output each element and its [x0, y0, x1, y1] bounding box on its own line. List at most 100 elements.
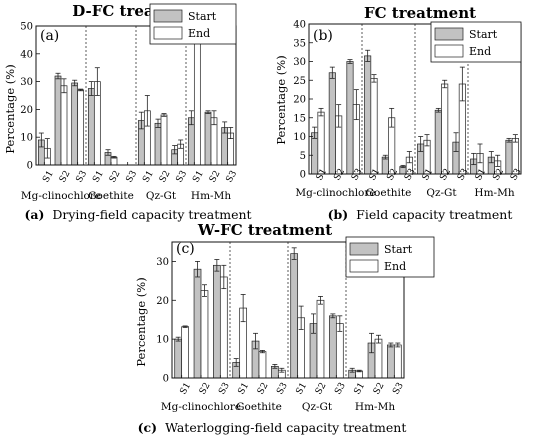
- panel-c-bar-start-0: [174, 338, 183, 379]
- panel-c-errorbar-start-11: [388, 342, 394, 348]
- panel-c-bar-end-4: [258, 351, 267, 379]
- panel-b-letter: (b): [313, 28, 333, 44]
- panel-b-errorbar-end-7: [442, 79, 448, 89]
- panel-a-xtick-label-7: S2: [158, 169, 173, 184]
- panel-c-xtick-label-0: S1: [179, 381, 194, 396]
- panel-a-group-label-1: Goethite: [88, 190, 134, 202]
- panel-b-bar-end-7: [441, 83, 449, 175]
- panel-b-bar-start-4: [381, 156, 389, 175]
- panel-c-bar-end-10: [374, 338, 383, 379]
- panel-c-errorbar-start-4: [253, 332, 259, 350]
- panel-a-errorbar-start-6: [138, 111, 144, 130]
- panel-c-xtick-label-11: S3: [391, 381, 406, 397]
- panel-a-caption-letter: (a): [24, 207, 44, 222]
- panel-b-errorbar-end-3: [371, 74, 377, 83]
- panel-c-xtick-label-2: S3: [217, 381, 232, 397]
- panel-c-errorbar-end-6: [298, 305, 304, 330]
- panel-a-errorbar-start-9: [188, 110, 194, 126]
- panel-a-caption: (a) Drying-field capacity treatment: [24, 207, 251, 222]
- panel-b-errorbar-start-3: [365, 49, 371, 62]
- panel-b-errorbar-start-0: [312, 126, 318, 139]
- panel-b-errorbar-start-1: [329, 66, 335, 79]
- panel-c-errorbar-end-4: [259, 350, 265, 354]
- panel-a-legend: Start End: [149, 3, 237, 45]
- panel-c-errorbar-start-9: [349, 367, 355, 373]
- panel-a-ytick-label-3: 30: [20, 77, 33, 88]
- panel-b-errorbar-end-11: [512, 134, 518, 143]
- panel-a-ytick-label-1: 10: [20, 133, 33, 144]
- panel-a-errorbar-start-2: [72, 79, 78, 87]
- panel-c-errorbar-end-0: [182, 325, 188, 328]
- panel-a-ytick-label-0: 0: [27, 161, 33, 172]
- panel-b-caption-letter: (b): [328, 207, 349, 222]
- panel-b: FC treatment (b) Field capacity treatmen…: [274, 4, 524, 222]
- panel-b-caption: (b) Field capacity treatment: [328, 207, 513, 222]
- panel-c-legend: Start End: [345, 236, 435, 278]
- panel-c-legend-label-1: End: [384, 260, 406, 273]
- panel-c-caption-text: Waterlogging-field capacity treatment: [165, 420, 406, 435]
- panel-c-ytick-label-1: 10: [156, 335, 169, 346]
- panel-b-errorbar-end-6: [424, 134, 430, 147]
- panel-b-errorbar-start-4: [382, 154, 388, 160]
- panel-c-errorbar-end-5: [279, 367, 285, 373]
- panel-c-bar-end-2: [219, 276, 228, 379]
- panel-b-errorbar-end-8: [459, 66, 465, 102]
- panel-c-legend-swatch-1: [349, 259, 379, 273]
- panel-c-legend-label-0: Start: [384, 243, 413, 256]
- panel-a-errorbar-start-11: [222, 121, 228, 134]
- panel-c-errorbar-end-11: [395, 342, 401, 348]
- panel-b-ytick-label-2: 10: [293, 132, 306, 143]
- panel-c-errorbar-end-2: [221, 264, 227, 290]
- panel-a-letter: (a): [40, 28, 59, 44]
- panel-b-group-label-0: Mg-clinochlore: [295, 187, 375, 199]
- panel-b-errorbar-end-4: [389, 107, 395, 128]
- panel-c-group-label-1: Goethite: [236, 401, 282, 413]
- panel-b-errorbar-end-10: [495, 154, 501, 167]
- panel-a-errorbar-end-4: [111, 155, 117, 159]
- panel-a-bar-end-7: [160, 114, 168, 166]
- panel-a-xtick-label-10: S2: [208, 169, 223, 184]
- panel-b-errorbar-start-6: [418, 136, 424, 152]
- panel-b-group-label-3: Hm-Mh: [474, 187, 514, 199]
- panel-b-errorbar-end-1: [336, 104, 342, 128]
- panel-a-errorbar-end-1: [61, 78, 67, 94]
- panel-a-errorbar-start-3: [88, 81, 94, 96]
- panel-c-errorbar-start-8: [330, 313, 336, 319]
- panel-c-group-label-0: Mg-clinochlore: [161, 401, 241, 413]
- panel-a-ytick-label-5: 50: [20, 22, 33, 33]
- panel-b-ylabel: Percentage (%): [274, 55, 288, 144]
- panel-c-errorbar-end-1: [201, 284, 207, 297]
- panel-b-legend: Start End: [430, 21, 522, 63]
- panel-a-errorbar-start-1: [55, 72, 61, 80]
- panel-c-xtick-label-3: S1: [237, 381, 252, 396]
- panel-a-xtick-label-11: S3: [225, 169, 240, 185]
- panel-c-bar-end-11: [393, 344, 402, 379]
- panel-c-caption: (c) Waterlogging-field capacity treatmen…: [138, 420, 407, 435]
- panel-b-ytick-label-7: 35: [293, 38, 306, 49]
- panel-c-bar-end-1: [200, 290, 209, 379]
- panel-b-bar-start-3: [364, 55, 372, 175]
- panel-b-errorbar-start-9: [471, 152, 477, 166]
- panel-a-bar-start-7: [154, 122, 162, 166]
- panel-b-errorbar-end-2: [353, 89, 359, 121]
- panel-a-errorbar-start-7: [155, 118, 161, 128]
- panel-c-errorbar-end-3: [240, 294, 246, 323]
- panel-c-xtick-label-6: S1: [295, 381, 310, 396]
- panel-c-bar-start-8: [329, 315, 337, 379]
- panel-a-xtick-label-8: S3: [175, 169, 190, 185]
- panel-c-errorbar-start-0: [175, 336, 181, 342]
- panel-c-bar-start-11: [387, 344, 395, 379]
- panel-c-xtick-label-1: S2: [198, 381, 213, 396]
- panel-a-xtick-label-3: S1: [91, 169, 106, 184]
- panel-c-errorbar-start-5: [272, 363, 278, 369]
- panel-b-bar-end-3: [370, 78, 378, 175]
- panel-c-title: W-FC treatment: [197, 221, 332, 239]
- panel-c-errorbar-end-8: [337, 315, 343, 332]
- panel-a-xtick-label-4: S2: [108, 169, 123, 184]
- panel-b-group-label-1: Goethite: [366, 187, 412, 199]
- panel-a-group-label-2: Qz-Gt: [146, 190, 177, 202]
- panel-b-errorbar-start-11: [506, 137, 512, 143]
- panel-c-errorbar-start-1: [195, 261, 201, 278]
- panel-c-bar-end-0: [181, 326, 189, 379]
- panel-c-bar-end-7: [316, 299, 325, 379]
